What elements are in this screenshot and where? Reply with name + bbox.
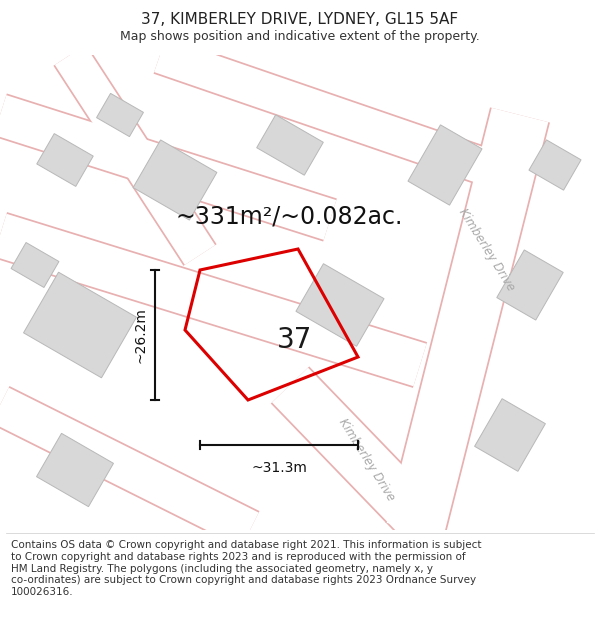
Polygon shape (257, 115, 323, 175)
Text: 37, KIMBERLEY DRIVE, LYDNEY, GL15 5AF: 37, KIMBERLEY DRIVE, LYDNEY, GL15 5AF (142, 12, 458, 27)
Polygon shape (497, 250, 563, 320)
Text: Contains OS data © Crown copyright and database right 2021. This information is : Contains OS data © Crown copyright and d… (11, 541, 481, 597)
Text: Map shows position and indicative extent of the property.: Map shows position and indicative extent… (120, 30, 480, 43)
Text: ~331m²/~0.082ac.: ~331m²/~0.082ac. (175, 205, 403, 229)
Polygon shape (97, 93, 143, 137)
Text: Kimberley Drive: Kimberley Drive (337, 416, 398, 504)
Polygon shape (475, 399, 545, 471)
Polygon shape (37, 134, 93, 186)
Text: 37: 37 (277, 326, 313, 354)
Polygon shape (11, 242, 59, 288)
Text: ~31.3m: ~31.3m (251, 461, 307, 475)
Polygon shape (37, 433, 113, 507)
Polygon shape (408, 125, 482, 205)
Text: Kimberley Drive: Kimberley Drive (457, 206, 518, 294)
Polygon shape (296, 264, 384, 346)
Polygon shape (23, 272, 136, 378)
Polygon shape (529, 140, 581, 190)
Text: ~26.2m: ~26.2m (133, 307, 147, 363)
Polygon shape (133, 140, 217, 220)
